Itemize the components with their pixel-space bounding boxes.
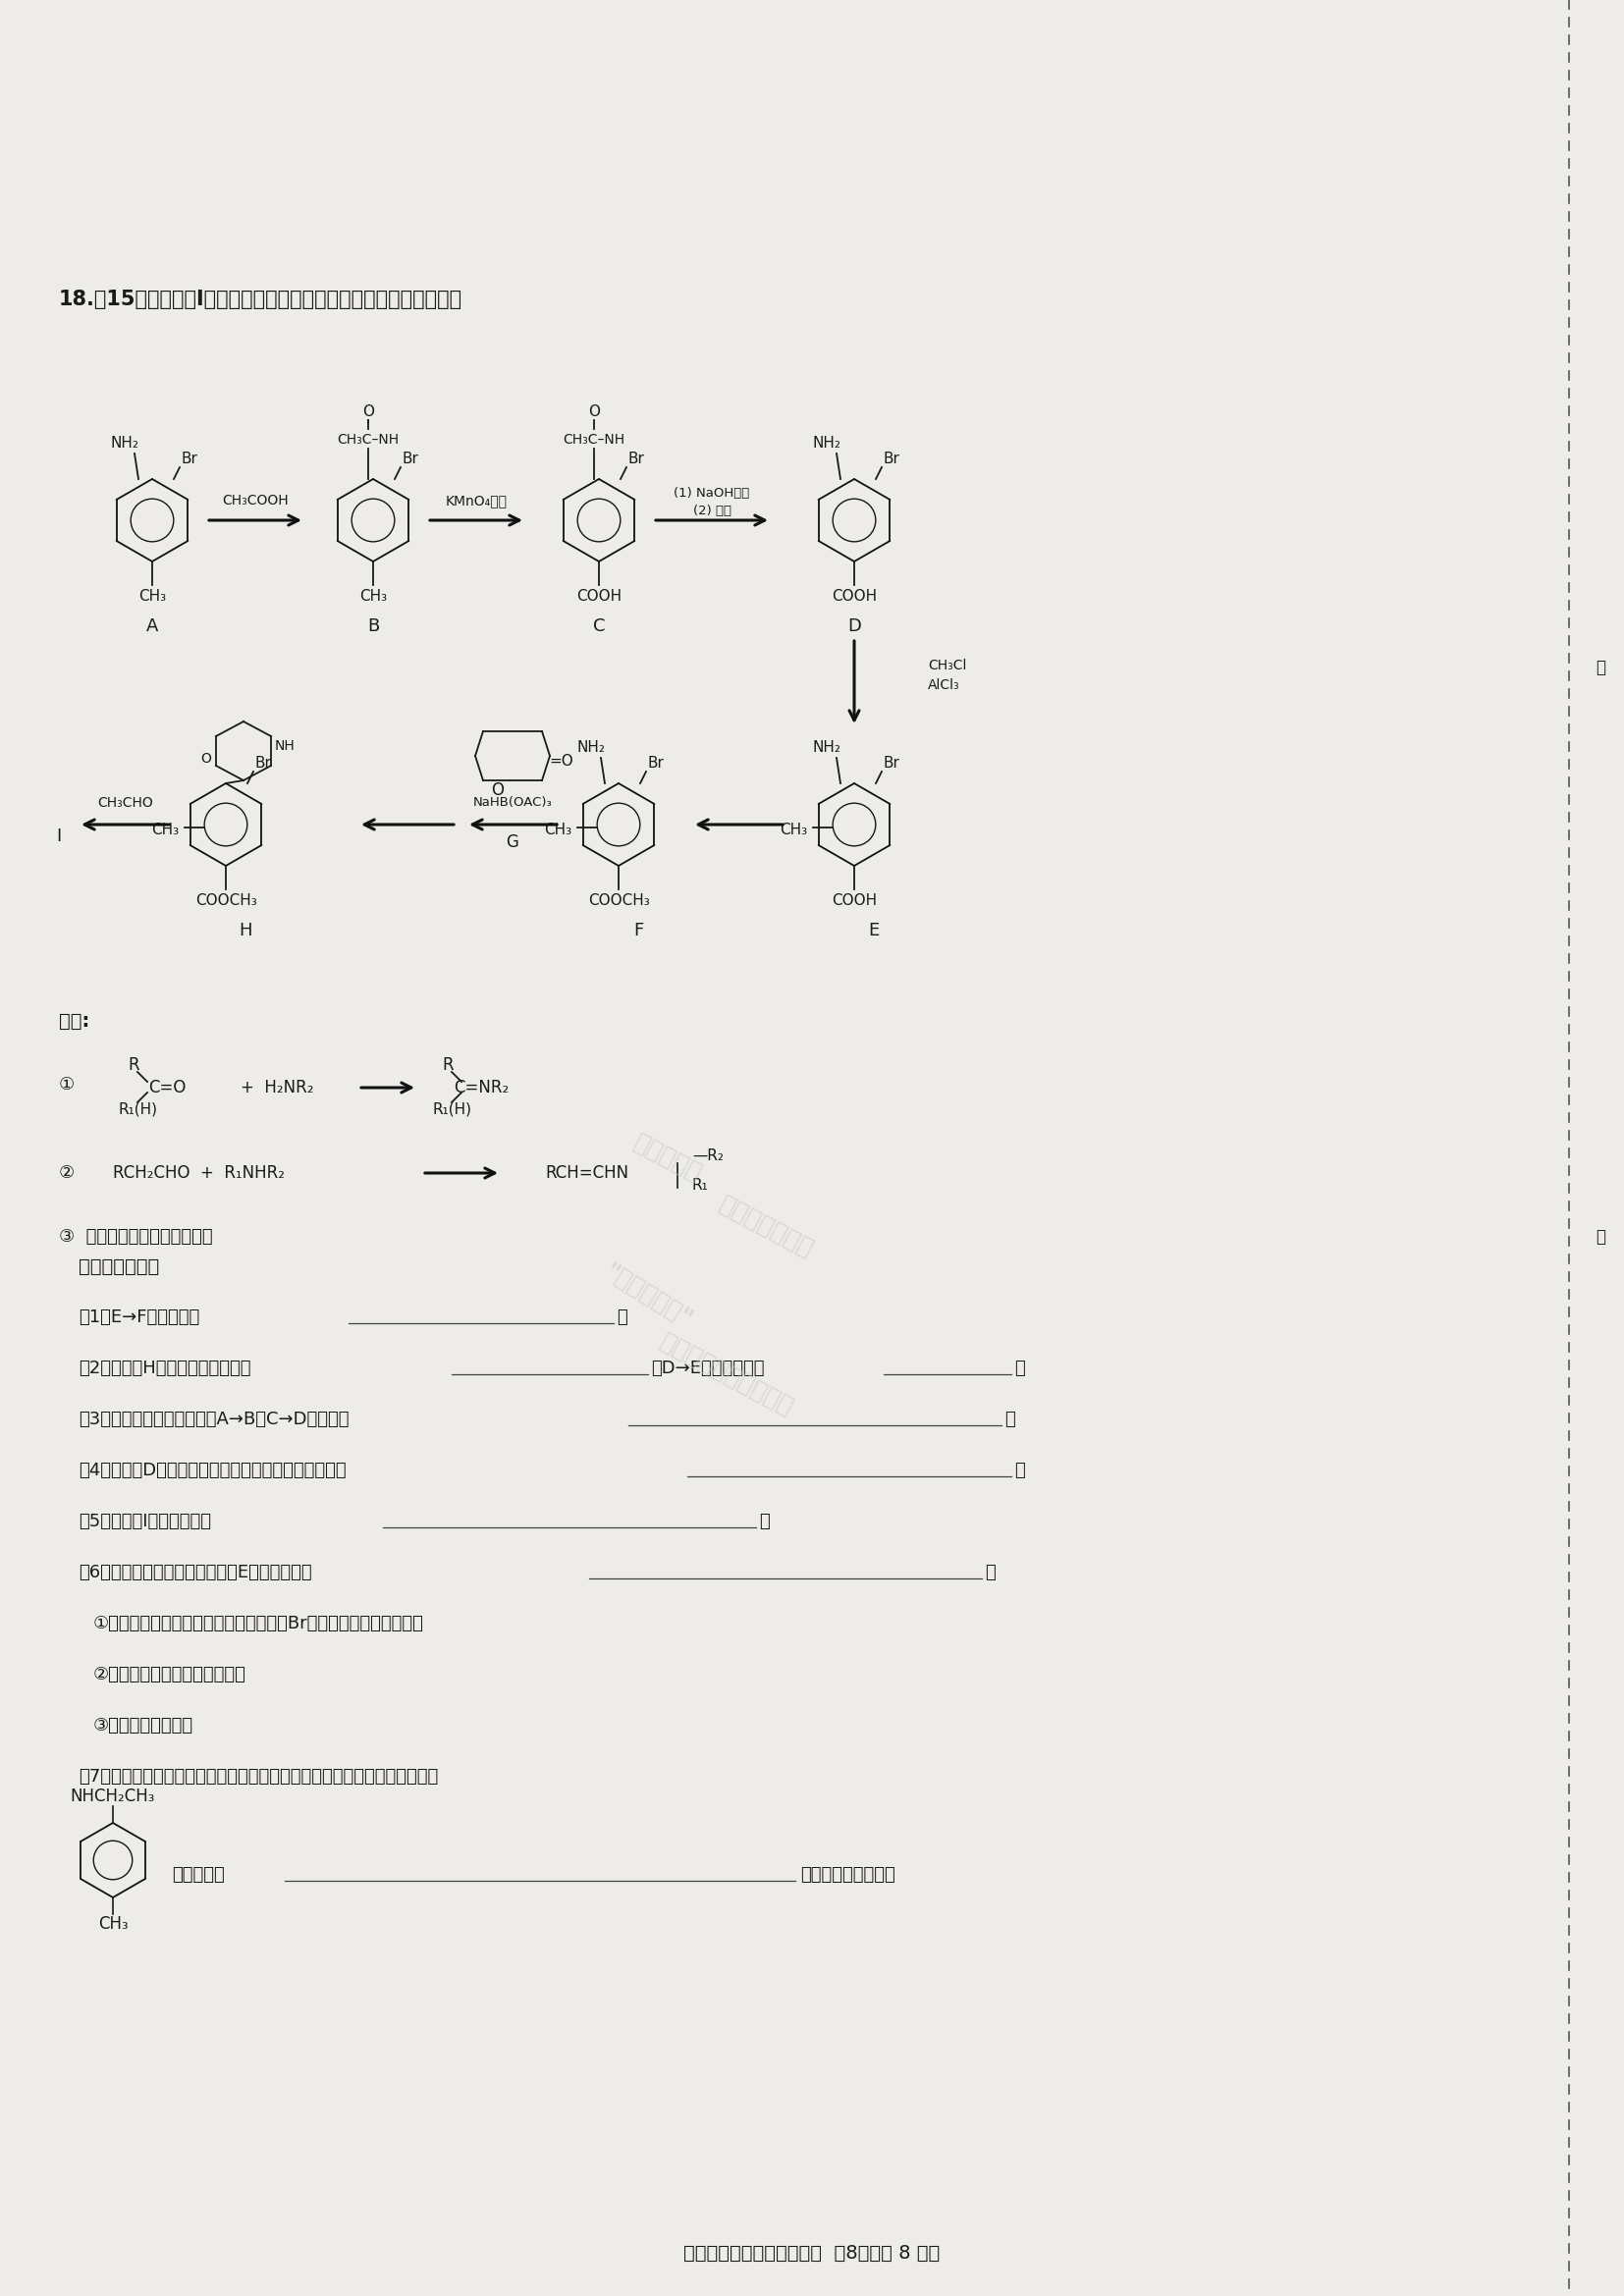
Text: =O: =O	[549, 753, 573, 769]
Text: CH₃: CH₃	[151, 822, 179, 836]
Text: 高三化学试卷（唐山一模）  第8页（共 8 页）: 高三化学试卷（唐山一模） 第8页（共 8 页）	[684, 2243, 940, 2262]
Text: E: E	[869, 921, 879, 939]
Text: 微信搜索小程序: 微信搜索小程序	[715, 1192, 817, 1261]
Text: 。（无机试剂任选）: 。（无机试剂任选）	[801, 1867, 895, 1883]
Text: C: C	[593, 618, 606, 636]
Text: ①: ①	[58, 1077, 75, 1093]
Text: RCH=CHN: RCH=CHN	[546, 1164, 628, 1182]
Text: 。: 。	[1015, 1359, 1025, 1378]
Text: "高考早知道": "高考早知道"	[599, 1261, 697, 1332]
Text: C=O: C=O	[148, 1079, 185, 1097]
Text: NH₂: NH₂	[812, 436, 841, 450]
Text: CH₃: CH₃	[544, 822, 572, 836]
Text: ③  苯环上的卤原子较难水解。: ③ 苯环上的卤原子较难水解。	[58, 1228, 213, 1247]
Text: Br: Br	[883, 452, 900, 466]
Text: D: D	[848, 618, 861, 636]
Text: （5）化合物I的结构简式为: （5）化合物I的结构简式为	[78, 1513, 211, 1531]
Text: F: F	[633, 921, 643, 939]
Text: RCH₂CHO  +  R₁NHR₂: RCH₂CHO + R₁NHR₂	[114, 1164, 284, 1182]
Text: COOCH₃: COOCH₃	[588, 893, 650, 909]
Text: 18.（15分）化合物I是某抗肿瘤药物的中间体，其合成路线如下图：: 18.（15分）化合物I是某抗肿瘤药物的中间体，其合成路线如下图：	[58, 289, 463, 310]
Text: 。: 。	[984, 1564, 996, 1582]
Text: O: O	[201, 751, 211, 765]
Text: R₁(H): R₁(H)	[432, 1102, 471, 1116]
Text: C=NR₂: C=NR₂	[453, 1079, 508, 1097]
Text: NH₂: NH₂	[110, 436, 140, 450]
Text: NH₂: NH₂	[812, 742, 841, 755]
Text: 的合成路线: 的合成路线	[172, 1867, 224, 1883]
Text: H: H	[239, 921, 252, 939]
Text: ②: ②	[58, 1164, 75, 1182]
Text: CH₃: CH₃	[780, 822, 807, 836]
Text: ，D→E的反应类型为: ，D→E的反应类型为	[651, 1359, 765, 1378]
Text: ②属于酯类，可发生银镜反应；: ②属于酯类，可发生银镜反应；	[93, 1667, 247, 1683]
Text: 。: 。	[617, 1309, 627, 1327]
Text: CH₃CHO: CH₃CHO	[97, 797, 154, 810]
Text: COOCH₃: COOCH₃	[195, 893, 257, 909]
Text: CH₃Cl: CH₃Cl	[927, 659, 966, 673]
Text: 高考早知道: 高考早知道	[630, 1130, 706, 1187]
Text: （4）化合物D发生缩聚反应生成高分子的化学方程式为: （4）化合物D发生缩聚反应生成高分子的化学方程式为	[78, 1463, 346, 1479]
Text: O: O	[490, 781, 503, 799]
Text: Br: Br	[255, 755, 271, 771]
Text: COOH: COOH	[831, 590, 877, 604]
Text: （7）参照题中的合成路线，设计以苯胺、乙醛、一氯甲烷为主要原料，制备: （7）参照题中的合成路线，设计以苯胺、乙醛、一氯甲烷为主要原料，制备	[78, 1768, 438, 1786]
Text: 。: 。	[1005, 1410, 1015, 1428]
Text: I: I	[57, 827, 62, 845]
Text: ①含有苯基和氨基，且二者直接相连，但Br原子不与苯环直接相连；: ①含有苯基和氨基，且二者直接相连，但Br原子不与苯环直接相连；	[93, 1614, 424, 1632]
Text: CH₃: CH₃	[138, 590, 166, 604]
Text: （1）E→F所需试剂有: （1）E→F所需试剂有	[78, 1309, 200, 1327]
Text: +  H₂NR₂: + H₂NR₂	[240, 1079, 313, 1097]
Text: 答: 答	[1595, 1228, 1606, 1247]
Text: Br: Br	[182, 452, 198, 466]
Text: Br: Br	[883, 755, 900, 771]
Text: —R₂: —R₂	[692, 1148, 724, 1164]
Text: 回答下列问题：: 回答下列问题：	[78, 1256, 159, 1277]
Text: 。: 。	[758, 1513, 770, 1531]
Text: NaHB(OAC)₃: NaHB(OAC)₃	[473, 797, 552, 810]
Text: R₁: R₁	[692, 1178, 708, 1194]
Text: CH₃COOH: CH₃COOH	[222, 494, 289, 507]
Text: 题: 题	[1595, 659, 1606, 677]
Text: ③含有手性碳原子。: ③含有手性碳原子。	[93, 1717, 193, 1733]
Text: Br: Br	[403, 452, 419, 466]
Text: (1) NaOH溶液: (1) NaOH溶液	[674, 487, 750, 498]
Text: AlCl₃: AlCl₃	[927, 677, 960, 691]
Text: O: O	[588, 404, 599, 420]
Text: 第一时间获取最新资料: 第一时间获取最新资料	[656, 1329, 797, 1419]
Text: Br: Br	[648, 755, 664, 771]
Text: R: R	[128, 1056, 140, 1075]
Text: CH₃C–NH: CH₃C–NH	[338, 434, 400, 448]
Text: （3）上述合成路线设置反应A→B、C→D的目的是: （3）上述合成路线设置反应A→B、C→D的目的是	[78, 1410, 349, 1428]
Text: COOH: COOH	[577, 590, 622, 604]
Text: Br: Br	[628, 452, 645, 466]
Text: G: G	[507, 833, 518, 852]
Text: CH₃: CH₃	[359, 590, 387, 604]
Text: R: R	[442, 1056, 453, 1075]
Text: NHCH₂CH₃: NHCH₂CH₃	[70, 1789, 156, 1805]
Text: CH₃: CH₃	[97, 1915, 128, 1933]
Text: （6）写出任意一种满足下列条件E的同分异构体: （6）写出任意一种满足下列条件E的同分异构体	[78, 1564, 312, 1582]
Text: NH₂: NH₂	[577, 742, 606, 755]
Text: KMnO₄溶液: KMnO₄溶液	[445, 494, 507, 507]
Text: COOH: COOH	[831, 893, 877, 909]
Text: CH₃C–NH: CH₃C–NH	[564, 434, 625, 448]
Text: O: O	[362, 404, 374, 420]
Text: NH: NH	[274, 739, 296, 753]
Text: 。: 。	[1015, 1463, 1025, 1479]
Text: B: B	[367, 618, 378, 636]
Text: R₁(H): R₁(H)	[119, 1102, 158, 1116]
Text: （2）化合物H中含氧官能团名称为: （2）化合物H中含氧官能团名称为	[78, 1359, 250, 1378]
Text: A: A	[146, 618, 158, 636]
Text: 已知:: 已知:	[58, 1013, 89, 1031]
Text: (2) 酸化: (2) 酸化	[693, 505, 731, 517]
